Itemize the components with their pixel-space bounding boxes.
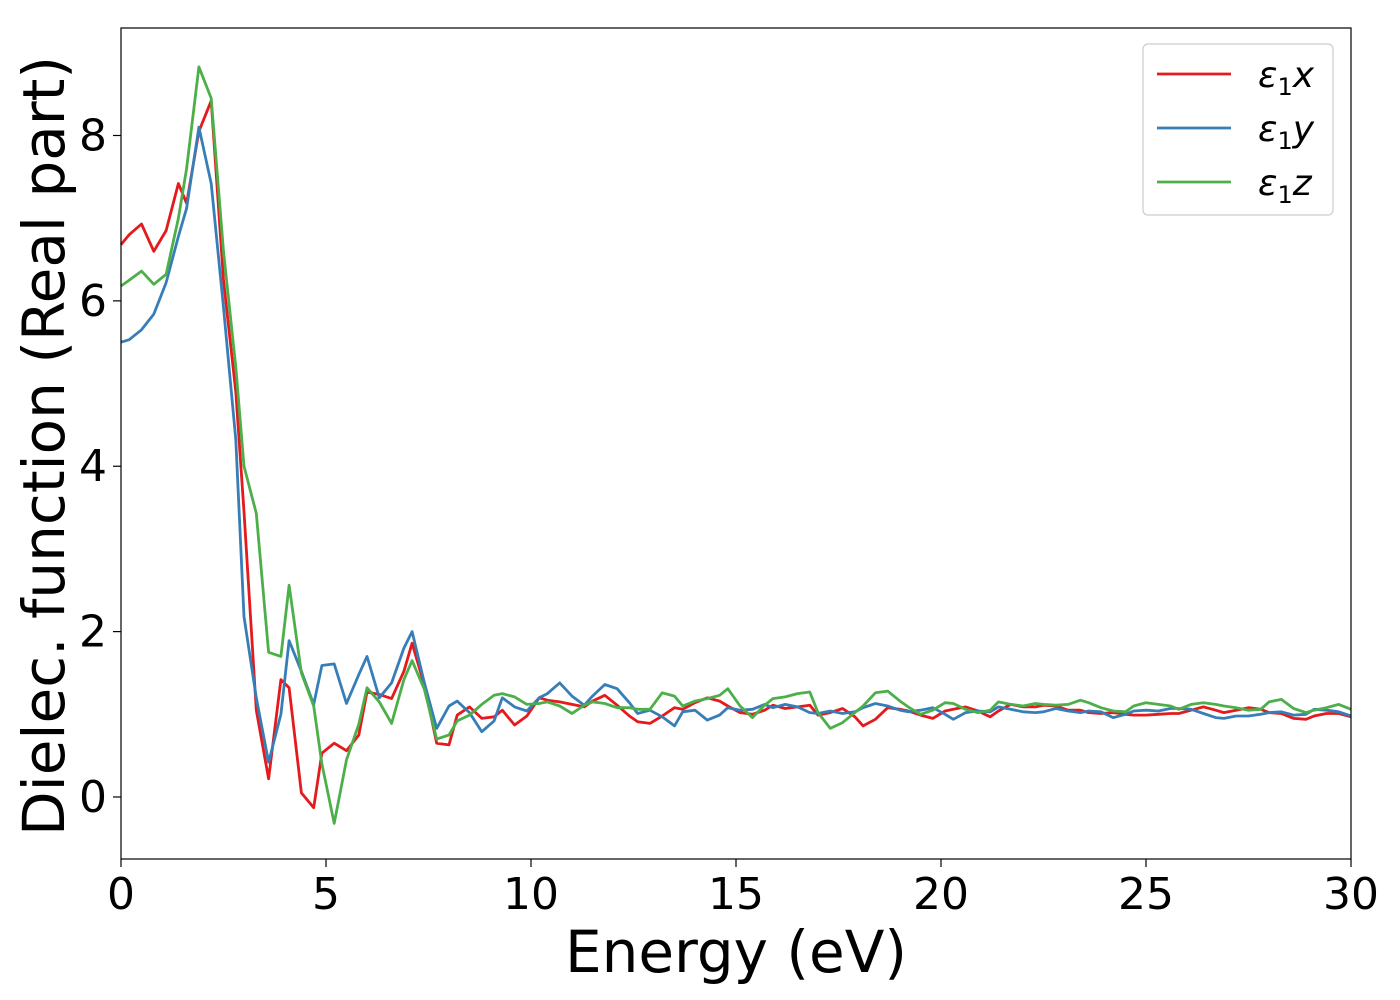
series-layer (119, 65, 1352, 825)
y-tick-label: 6 (79, 276, 107, 327)
legend-label-x: ε1x (1258, 55, 1315, 101)
legend-label-z: ε1z (1258, 163, 1313, 209)
plot-frame (120, 27, 1352, 860)
legend-label-y: ε1y (1258, 109, 1315, 155)
x-tick-label: 15 (708, 869, 764, 920)
x-tick-label: 0 (107, 869, 135, 920)
x-tick-label: 25 (1118, 869, 1174, 920)
x-tick-label: 5 (312, 869, 340, 920)
legend: ε1x ε1y ε1z (1142, 43, 1334, 216)
y-axis-ticks: 0 2 4 6 8 (79, 110, 121, 823)
x-tick-label: 30 (1323, 869, 1379, 920)
y-tick-label: 4 (79, 441, 107, 492)
series-line-z (120, 65, 1352, 825)
x-axis-label: Energy (eV) (565, 918, 907, 986)
series-line-y (120, 125, 1352, 764)
x-tick-label: 10 (503, 869, 559, 920)
legend-frame (1142, 43, 1334, 216)
y-tick-label: 2 (79, 607, 107, 658)
y-tick-label: 8 (79, 110, 107, 161)
x-axis-ticks: 0 5 10 15 20 25 30 (107, 859, 1379, 920)
y-tick-label: 0 (79, 772, 107, 823)
x-tick-label: 20 (913, 869, 969, 920)
y-axis-label: Dielec. function (Real part) (10, 56, 78, 836)
